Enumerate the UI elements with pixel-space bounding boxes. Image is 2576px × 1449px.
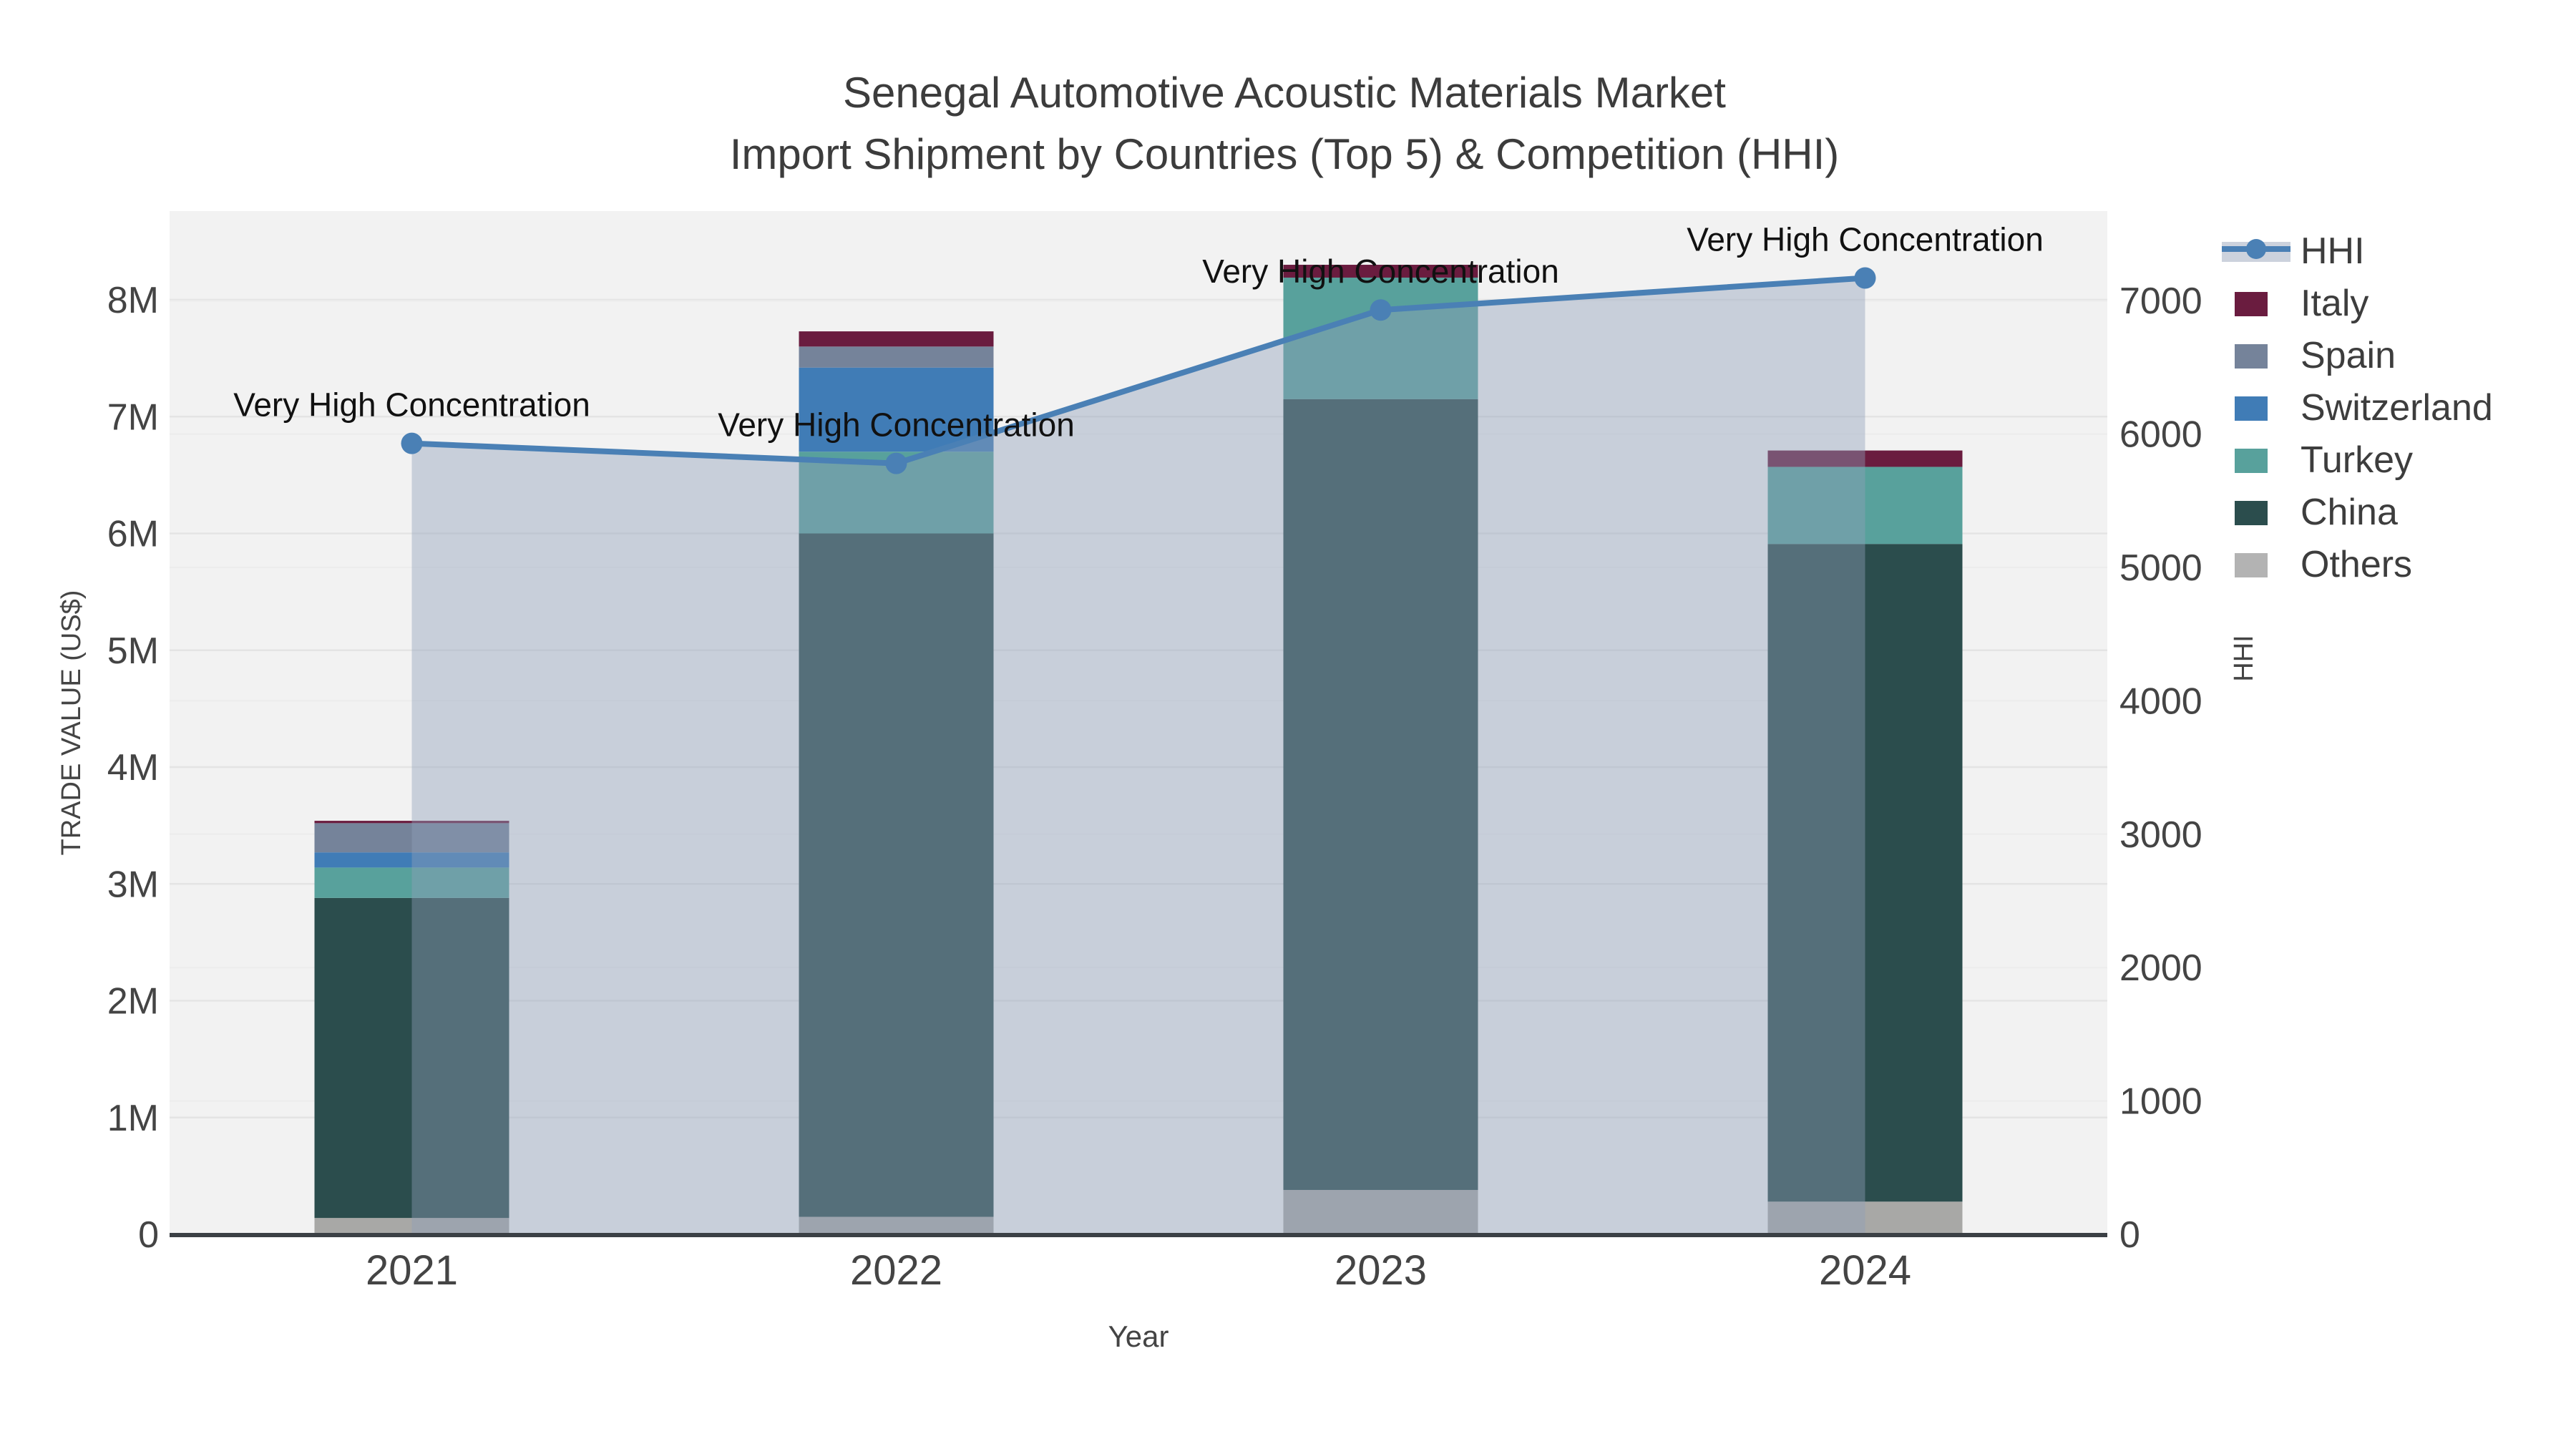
y-right-tick-4000: 4000 xyxy=(2119,680,2202,722)
bar-segment-others-2022[interactable] xyxy=(799,1216,994,1234)
legend-label: China xyxy=(2301,492,2398,533)
annotation-2024: Very High Concentration xyxy=(1687,221,2044,258)
bar-segment-china-2024[interactable] xyxy=(1767,544,1963,1202)
hhi-marker-2021[interactable] xyxy=(401,432,423,454)
hhi-area-layer xyxy=(411,278,1865,1235)
bar-segment-china-2022[interactable] xyxy=(799,533,994,1217)
bar-segment-others-2024[interactable] xyxy=(1767,1201,1963,1234)
legend-swatch-others xyxy=(2235,553,2268,577)
annotation-2023: Very High Concentration xyxy=(1202,253,1559,290)
hhi-line[interactable] xyxy=(411,275,1865,467)
annotation-2021: Very High Concentration xyxy=(233,386,590,424)
y-left-axis-title: TRADE VALUE (US$) xyxy=(57,590,87,856)
y-right-tick-3000: 3000 xyxy=(2119,814,2202,856)
bar-segment-others-2023[interactable] xyxy=(1283,1189,1478,1234)
chart-title-line1: Senegal Automotive Acoustic Materials Ma… xyxy=(843,69,1726,117)
bar-segment-others-2021[interactable] xyxy=(314,1218,509,1234)
legend-label: HHI xyxy=(2301,230,2365,272)
bar-segment-switzerland-2022[interactable] xyxy=(799,367,994,452)
bar-segment-spain-2022[interactable] xyxy=(799,346,994,368)
y-left-tick-0: 0 xyxy=(138,1214,159,1256)
hhi-line-layer xyxy=(401,267,1876,474)
y-right-axis-title: HHI xyxy=(2229,635,2259,681)
legend-label: Turkey xyxy=(2301,439,2413,481)
y-left-tick-5M: 5M xyxy=(107,630,159,672)
x-axis-line xyxy=(170,1233,2107,1237)
y-right-tick-0: 0 xyxy=(2119,1214,2140,1256)
bar-segment-italy-2022[interactable] xyxy=(799,331,994,347)
x-tick-2024: 2024 xyxy=(1819,1247,1911,1294)
legend-swatch-turkey xyxy=(2235,449,2268,473)
legend-swatch-spain xyxy=(2235,344,2268,369)
legend-item-others[interactable]: Others xyxy=(2235,544,2412,585)
hhi-marker-swatch xyxy=(2246,239,2266,259)
bar-segment-spain-2021[interactable] xyxy=(314,823,509,853)
legend-item-spain[interactable]: Spain xyxy=(2235,335,2396,376)
y-right-tick-1000: 1000 xyxy=(2119,1081,2202,1123)
legend-item-hhi[interactable]: HHI xyxy=(2222,230,2365,272)
bar-segment-italy-2021[interactable] xyxy=(314,821,509,824)
legend-swatch-china xyxy=(2235,501,2268,525)
legend-swatch-italy xyxy=(2235,292,2268,316)
y-right-tick-5000: 5000 xyxy=(2119,547,2202,589)
legend-label: Spain xyxy=(2301,335,2396,376)
bar-segment-turkey-2023[interactable] xyxy=(1283,277,1478,399)
y-left-tick-2M: 2M xyxy=(107,981,159,1023)
annotation-2022: Very High Concentration xyxy=(718,406,1075,444)
annotations-layer: Very High Concentration Very High Concent… xyxy=(233,221,2044,444)
legend-label: Others xyxy=(2301,544,2412,585)
legend-swatch-switzerland xyxy=(2235,396,2268,421)
bar-segment-italy-2024[interactable] xyxy=(1767,450,1963,467)
legend-layer: HHI Italy Spain Switzerland Turkey China Other… xyxy=(2222,230,2493,585)
bar-segment-italy-2023[interactable] xyxy=(1283,265,1478,278)
chart-title-line2: Import Shipment by Countries (Top 5) & C… xyxy=(730,130,1840,178)
y-right-tick-2000: 2000 xyxy=(2119,947,2202,989)
bar-segment-china-2021[interactable] xyxy=(314,897,509,1219)
hhi-marker-2024[interactable] xyxy=(1854,267,1876,289)
legend-label: Italy xyxy=(2301,283,2368,324)
bar-segment-turkey-2024[interactable] xyxy=(1767,467,1963,545)
legend-item-italy[interactable]: Italy xyxy=(2235,283,2368,324)
legend-item-turkey[interactable]: Turkey xyxy=(2235,439,2413,481)
y-left-tick-4M: 4M xyxy=(107,747,159,789)
hhi-area-fill xyxy=(411,278,1865,1235)
y-left-tick-8M: 8M xyxy=(107,280,159,321)
y-right-tick-6000: 6000 xyxy=(2119,414,2202,456)
bar-segment-turkey-2021[interactable] xyxy=(314,867,509,898)
x-axis-title: Year xyxy=(1108,1319,1169,1353)
hhi-marker-2023[interactable] xyxy=(1370,299,1392,321)
legend-item-switzerland[interactable]: Switzerland xyxy=(2235,387,2493,429)
y-left-tick-7M: 7M xyxy=(107,396,159,438)
bar-segment-china-2023[interactable] xyxy=(1283,399,1478,1190)
x-tick-2021: 2021 xyxy=(366,1247,458,1294)
y-left-tick-1M: 1M xyxy=(107,1098,159,1139)
y-left-tick-6M: 6M xyxy=(107,514,159,555)
bar-segment-switzerland-2021[interactable] xyxy=(314,852,509,868)
axes-layer: 0 1M 2M 3M 4M 5M 6M 7M 8M 0 1000 2000 3000 4000 5000 60… xyxy=(107,280,2202,1294)
legend-item-china[interactable]: China xyxy=(2235,492,2398,533)
y-right-tick-7000: 7000 xyxy=(2119,280,2202,322)
hhi-marker-2022[interactable] xyxy=(885,452,907,474)
x-tick-2022: 2022 xyxy=(850,1247,942,1294)
legend-label: Switzerland xyxy=(2301,387,2493,429)
x-tick-2023: 2023 xyxy=(1335,1247,1427,1294)
y-left-tick-3M: 3M xyxy=(107,864,159,905)
